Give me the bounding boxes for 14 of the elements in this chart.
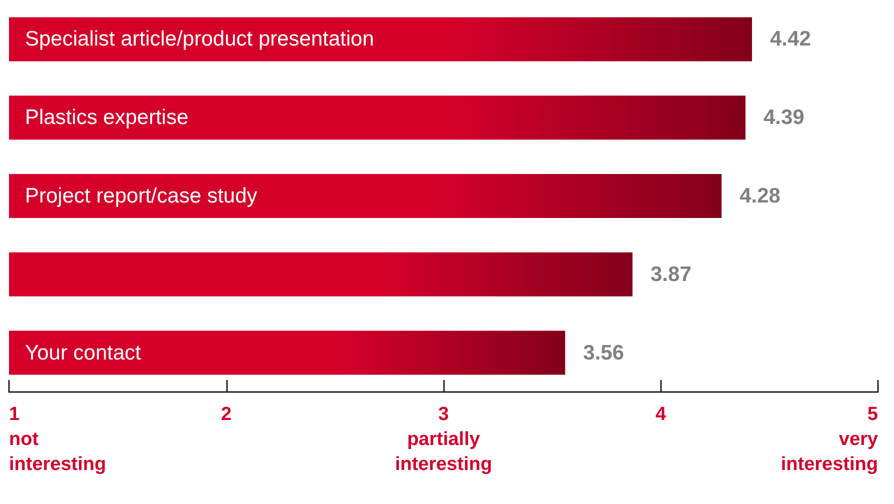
y-tick-label: Specialist article/product presentation [25, 28, 374, 51]
data-label: 4.28 [740, 184, 781, 208]
x-tick-label: 1 not interesting [9, 404, 106, 475]
y-tick-label: Plastics expertise [25, 106, 188, 130]
x-tick-label: 5 very interesting [780, 404, 878, 475]
data-label: 4.42 [770, 28, 811, 51]
data-label: 3.56 [583, 341, 624, 364]
x-tick-label: 4 [655, 404, 666, 425]
y-tick-label: Project report/case study [25, 184, 258, 208]
x-tick-label: 2 [220, 404, 232, 425]
y-tick-label: Your contact [25, 341, 142, 364]
data-label: 4.39 [763, 106, 804, 130]
x-tick-label: 3 partially interesting [394, 404, 492, 475]
data-label: 3.87 [650, 262, 692, 286]
